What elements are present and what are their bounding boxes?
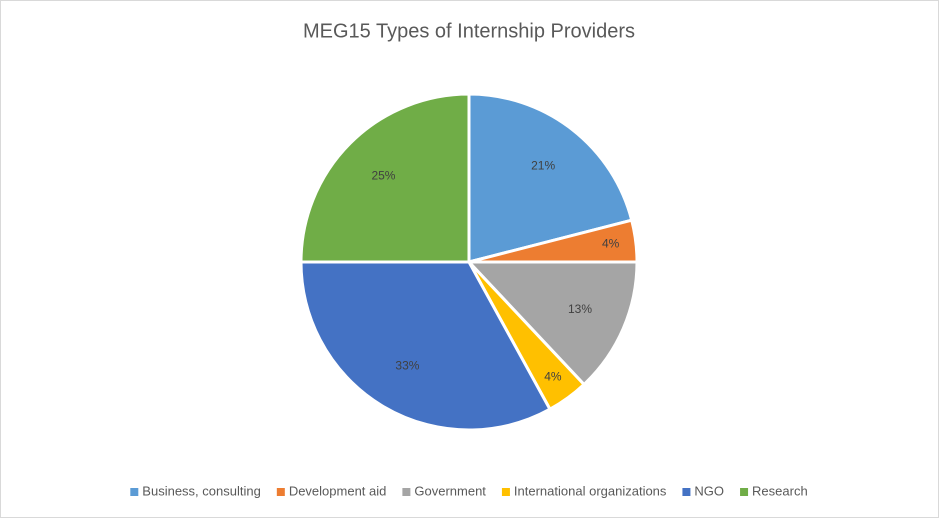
data-label: 4%	[544, 370, 562, 384]
data-label: 25%	[371, 169, 395, 183]
legend-label: Business, consulting	[142, 483, 261, 498]
chart-title: MEG15 Types of Internship Providers	[303, 20, 635, 42]
data-label: 13%	[568, 302, 592, 316]
legend-label: Government	[414, 483, 486, 498]
legend-label: Development aid	[289, 483, 387, 498]
legend-label: International organizations	[514, 483, 667, 498]
pie-slice	[465, 260, 639, 387]
data-label: 21%	[531, 159, 555, 173]
legend-swatch	[130, 488, 139, 496]
pie-slice	[299, 260, 552, 432]
legend-label: NGO	[694, 483, 724, 498]
pie-slice	[467, 92, 634, 264]
legend-swatch	[402, 488, 411, 496]
legend-swatch	[501, 488, 510, 496]
data-label: 4%	[602, 236, 620, 250]
legend-label: Research	[752, 483, 808, 498]
data-label: 33%	[395, 358, 419, 372]
pie-slice	[299, 92, 471, 264]
legend-swatch	[740, 488, 749, 496]
legend-swatch	[682, 488, 691, 496]
legend-swatch	[276, 488, 285, 496]
